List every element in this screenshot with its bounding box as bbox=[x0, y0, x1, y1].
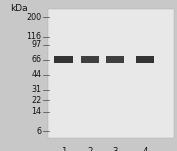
Text: 44: 44 bbox=[32, 70, 42, 79]
Text: 4: 4 bbox=[142, 147, 148, 151]
Bar bbox=[136, 56, 154, 63]
Text: 14: 14 bbox=[32, 107, 42, 116]
Text: 31: 31 bbox=[32, 85, 42, 94]
Bar bbox=[106, 56, 124, 63]
Text: 22: 22 bbox=[31, 96, 42, 105]
Text: 3: 3 bbox=[112, 147, 118, 151]
Text: 66: 66 bbox=[32, 55, 42, 64]
Text: 97: 97 bbox=[31, 40, 42, 49]
Bar bbox=[48, 9, 174, 138]
Bar bbox=[81, 56, 99, 63]
Text: 2: 2 bbox=[87, 147, 93, 151]
Bar bbox=[55, 56, 73, 63]
Text: kDa: kDa bbox=[10, 4, 27, 13]
Text: 200: 200 bbox=[27, 13, 42, 22]
Text: 1: 1 bbox=[61, 147, 67, 151]
Text: 6: 6 bbox=[37, 127, 42, 136]
Text: 116: 116 bbox=[27, 32, 42, 42]
